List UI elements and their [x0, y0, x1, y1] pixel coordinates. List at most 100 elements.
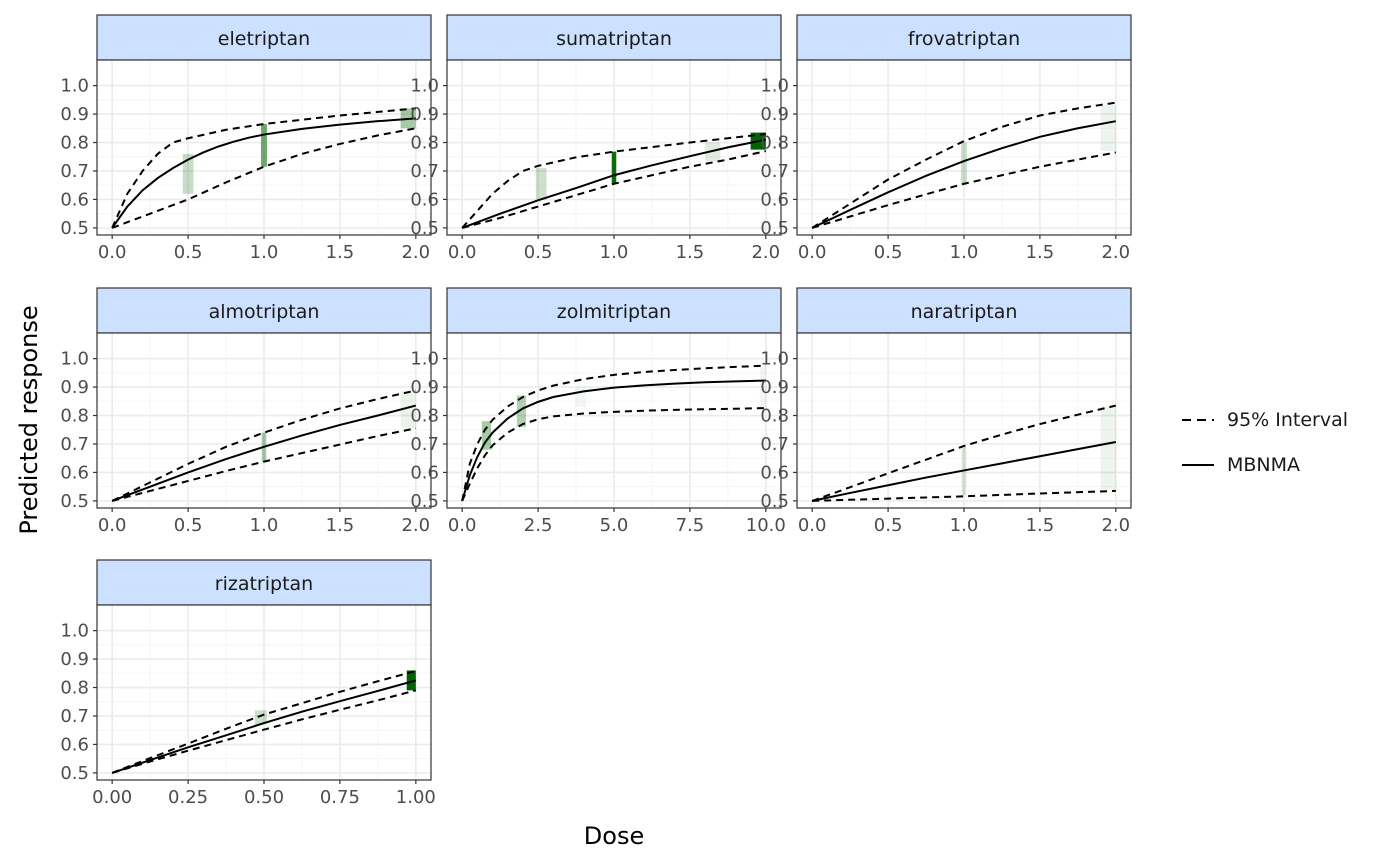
x-tick-label: 0.0	[98, 515, 127, 536]
panel-plot-area-eletriptan	[97, 60, 431, 235]
y-tick-label: 0.5	[410, 491, 439, 512]
x-tick-label: 0.00	[92, 787, 132, 808]
y-tick-label: 0.5	[60, 763, 89, 784]
mbnma-line-eletriptan	[111, 117, 416, 229]
upper-95-line-zolmitriptan	[461, 364, 766, 502]
legend-label-95-interval: 95% Interval	[1227, 409, 1348, 431]
y-tick-label: 0.5	[760, 491, 789, 512]
upper-95-line-rizatriptan	[111, 670, 417, 774]
panel-plot-area-rizatriptan	[97, 605, 431, 780]
x-tick-label: 1.0	[250, 515, 279, 536]
upper-95-line-frovatriptan	[811, 101, 1116, 229]
panel-frovatriptan: frovatriptan 0.5 0.6 0.7 0.8 0.9 1.0 0.0 0.5 1.0 1…	[760, 14, 1132, 263]
y-tick-label: 0.8	[60, 678, 89, 699]
x-tick-label: 0.5	[524, 242, 553, 263]
y-tick-label: 0.8	[760, 406, 789, 427]
x-tick-label: 2.0	[401, 242, 430, 263]
x-tick-label: 1.5	[326, 515, 355, 536]
y-tick-label: 1.0	[410, 76, 439, 97]
interval-band-zolmitriptan-3	[759, 367, 766, 407]
x-axis-title: Dose	[584, 822, 644, 850]
legend: 95% Interval MBNMA	[1182, 409, 1348, 476]
x-tick-label: 2.0	[1101, 515, 1130, 536]
strip-zolmitriptan	[446, 287, 782, 334]
x-tick-label: 0.0	[98, 242, 127, 263]
y-tick-label: 1.0	[410, 349, 439, 370]
x-tick-label: 1.5	[676, 242, 705, 263]
interval-band-almotriptan-1	[400, 390, 416, 429]
y-tick-label: 0.5	[60, 491, 89, 512]
interval-band-zolmitriptan-2	[575, 387, 586, 407]
interval-band-rizatriptan-1	[406, 670, 416, 691]
y-tick-label: 0.7	[60, 706, 89, 727]
y-tick-label: 1.0	[60, 76, 89, 97]
y-tick-label: 0.5	[410, 218, 439, 239]
interval-band-eletriptan-0	[182, 153, 194, 194]
mbnma-line-naratriptan	[811, 440, 1117, 502]
strip-eletriptan	[96, 14, 432, 61]
mbnma-line-sumatriptan	[461, 138, 767, 229]
upper-95-line-eletriptan	[111, 107, 416, 229]
lower-95-line-naratriptan	[812, 489, 1116, 502]
interval-band-zolmitriptan-1	[516, 395, 526, 427]
interval-band-zolmitriptan-0	[481, 421, 492, 450]
y-tick-label: 0.6	[410, 462, 439, 483]
y-tick-label: 0.9	[60, 104, 89, 125]
strip-label-eletriptan: eletriptan	[218, 28, 310, 50]
lower-95-line-eletriptan	[111, 127, 417, 229]
y-tick-label: 0.8	[60, 406, 89, 427]
panel-rizatriptan: rizatriptan 0.5 0.6 0.7 0.8 0.9 1.0 0.00 0.25 0.5…	[60, 559, 436, 808]
y-tick-label: 0.6	[760, 189, 789, 210]
interval-band-eletriptan-1	[260, 124, 268, 167]
panels: eletriptan 0.5 0.6 0.7 0.8 0.9 1.0 0.0 0.5 1.0 1.5…	[60, 14, 1132, 808]
legend-label-mbnma: MBNMA	[1227, 454, 1300, 476]
interval-band-frovatriptan-1	[1100, 105, 1116, 152]
x-tick-label: 0.0	[448, 242, 477, 263]
panel-almotriptan: almotriptan 0.5 0.6 0.7 0.8 0.9 1.0 0.0 0.5 1.0 1.…	[60, 287, 432, 536]
panel-eletriptan: eletriptan 0.5 0.6 0.7 0.8 0.9 1.0 0.0 0.5 1.0 1.5…	[60, 14, 432, 263]
interval-band-sumatriptan-1	[611, 151, 617, 184]
y-tick-label: 0.7	[60, 161, 89, 182]
strip-label-zolmitriptan: zolmitriptan	[557, 301, 671, 323]
x-tick-label: 2.0	[401, 515, 430, 536]
interval-band-frovatriptan-0	[960, 142, 968, 186]
x-tick-label: 1.5	[1026, 242, 1055, 263]
panel-zolmitriptan: zolmitriptan 0.5 0.6 0.7 0.8 0.9 1.0 0.0 2.5 5.0 7…	[410, 287, 786, 536]
x-tick-label: 1.0	[950, 515, 979, 536]
y-tick-label: 0.8	[410, 133, 439, 154]
mbnma-line-zolmitriptan	[461, 379, 766, 502]
x-tick-label: 1.0	[250, 242, 279, 263]
interval-band-sumatriptan-0	[535, 168, 547, 200]
y-tick-label: 0.6	[60, 462, 89, 483]
x-tick-label: 0.75	[320, 787, 360, 808]
y-tick-label: 1.0	[60, 621, 89, 642]
y-tick-label: 0.6	[760, 462, 789, 483]
y-tick-label: 0.9	[410, 104, 439, 125]
x-tick-label: 0.50	[244, 787, 284, 808]
panel-plot-area-almotriptan	[97, 333, 431, 508]
strip-sumatriptan	[446, 14, 782, 61]
y-tick-label: 0.9	[760, 377, 789, 398]
panel-plot-area-zolmitriptan	[447, 333, 781, 508]
mbnma-line-rizatriptan	[111, 679, 417, 774]
strip-label-rizatriptan: rizatriptan	[215, 573, 313, 595]
lower-95-line-zolmitriptan	[461, 407, 766, 502]
y-tick-label: 0.9	[60, 649, 89, 670]
x-tick-label: 1.5	[326, 242, 355, 263]
upper-95-line-naratriptan	[811, 404, 1117, 502]
lower-95-line-almotriptan	[111, 427, 417, 502]
panel-naratriptan: naratriptan 0.5 0.6 0.7 0.8 0.9 1.0 0.0 0.5 1.0 1.…	[760, 287, 1132, 536]
y-tick-label: 1.0	[60, 349, 89, 370]
x-tick-label: 0.5	[174, 242, 203, 263]
x-tick-label: 1.0	[600, 242, 629, 263]
y-tick-label: 0.7	[410, 161, 439, 182]
y-tick-label: 0.7	[760, 161, 789, 182]
y-tick-label: 0.8	[410, 406, 439, 427]
x-tick-label: 0.5	[174, 515, 203, 536]
y-tick-label: 0.9	[410, 377, 439, 398]
x-tick-label: 1.00	[396, 787, 436, 808]
x-tick-label: 10.0	[746, 515, 786, 536]
strip-naratriptan	[796, 287, 1132, 334]
y-tick-label: 0.5	[60, 218, 89, 239]
